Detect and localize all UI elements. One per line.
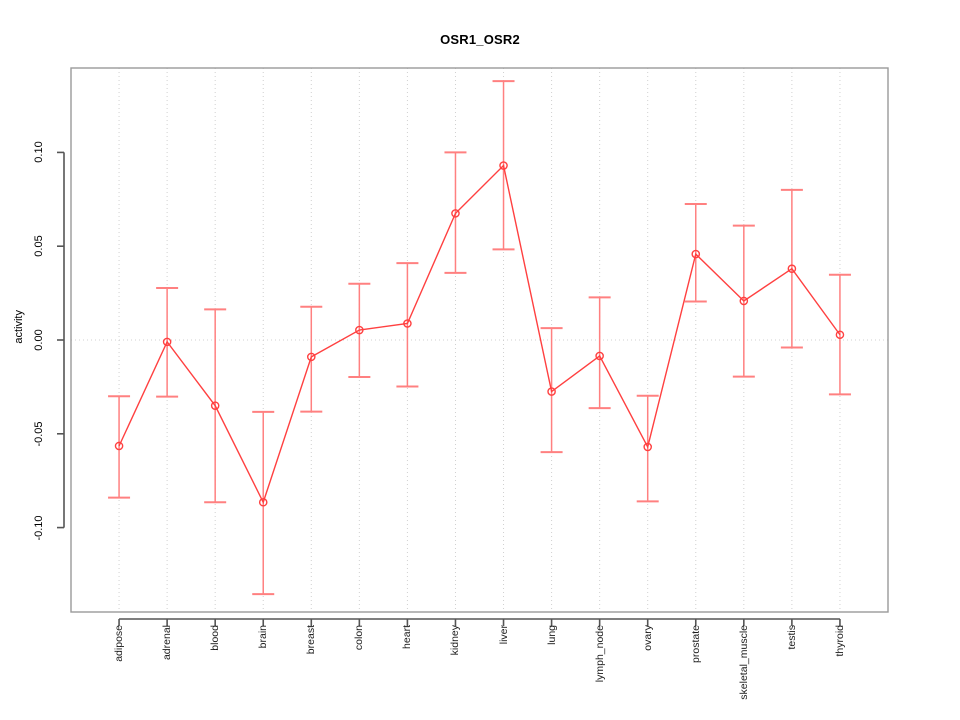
x-axis-tick-label: ovary — [641, 625, 654, 651]
data-point[interactable] — [547, 387, 556, 396]
data-point[interactable] — [595, 351, 604, 361]
x-axis-tick-label: testis — [785, 625, 798, 650]
data-point[interactable] — [499, 161, 508, 170]
data-point[interactable] — [210, 401, 220, 410]
x-axis-tick-label: thyroid — [833, 625, 846, 657]
y-axis-tick-label: 0.05 — [33, 235, 45, 257]
data-point[interactable] — [787, 264, 797, 274]
data-point[interactable] — [643, 442, 653, 452]
x-axis-tick-label: breast — [305, 625, 318, 655]
x-axis-tick-label: blood — [209, 625, 222, 651]
x-axis-tick-label: lung — [545, 625, 558, 645]
data-point[interactable] — [739, 296, 749, 306]
data-point[interactable] — [835, 330, 845, 340]
y-axis-tick-label: 0.10 — [33, 141, 45, 164]
page-title: OSR1_OSR2 — [440, 32, 520, 47]
x-axis-tick-label: heart — [401, 625, 414, 649]
data-point[interactable] — [258, 497, 268, 507]
x-axis-tick-label: liver — [497, 625, 510, 645]
data-point[interactable] — [403, 319, 412, 328]
data-point[interactable] — [355, 325, 364, 335]
x-axis-tick-label: adrenal — [161, 625, 174, 661]
y-axis-tick-label: 0.00 — [33, 329, 45, 351]
y-axis-tick-label: -0.10 — [33, 515, 45, 541]
x-axis-tick-label: prostate — [689, 625, 702, 663]
x-axis-tick-label: skeletal_muscle — [737, 625, 750, 700]
x-axis-tick-label: brain — [257, 625, 270, 649]
data-point[interactable] — [306, 352, 316, 362]
data-point[interactable] — [114, 441, 124, 451]
x-axis-tick-label: kidney — [449, 625, 462, 656]
x-axis-tick-label: colon — [353, 625, 366, 651]
plot-border — [70, 67, 889, 613]
data-point[interactable] — [451, 209, 460, 218]
data-point[interactable] — [691, 249, 701, 259]
data-point[interactable] — [162, 337, 172, 347]
x-axis-tick-label: lymph_node — [593, 625, 606, 683]
series-line — [118, 164, 841, 505]
y-axis-tick-label: -0.05 — [33, 421, 45, 447]
x-axis-tick-label: adipose — [113, 625, 126, 662]
